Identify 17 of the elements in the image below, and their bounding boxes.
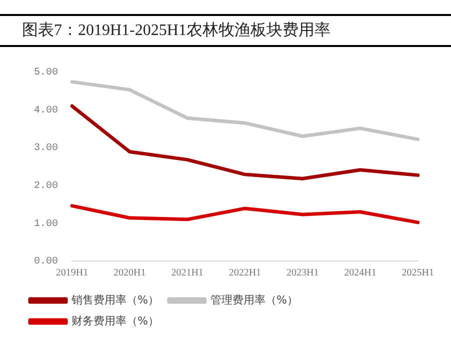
x-tick-label: 2019H1 — [56, 268, 88, 279]
x-tick-label: 2024H1 — [344, 268, 376, 279]
legend-label: 管理费用率（%） — [210, 293, 298, 306]
x-tick-label: 2020H1 — [114, 268, 146, 279]
x-tick-label: 2022H1 — [228, 268, 262, 279]
chart-title: 图表7：2019H1-2025H1农林牧渔板块费用率 — [0, 14, 451, 47]
legend-label: 销售费用率（%） — [70, 293, 159, 306]
y-tick-label: 0.00 — [34, 256, 58, 268]
y-tick-label: 4.00 — [34, 105, 58, 116]
x-tick-label: 2025H1 — [402, 268, 434, 279]
legend-label: 财务费用率（%） — [72, 314, 159, 328]
y-tick-label: 2.00 — [34, 181, 58, 192]
y-tick-label: 3.00 — [34, 143, 58, 154]
x-tick-label: 2021H1 — [171, 268, 204, 279]
x-tick-label: 2023H1 — [286, 268, 319, 279]
y-tick-label: 5.00 — [34, 68, 58, 79]
y-tick-label: 1.00 — [34, 218, 58, 230]
